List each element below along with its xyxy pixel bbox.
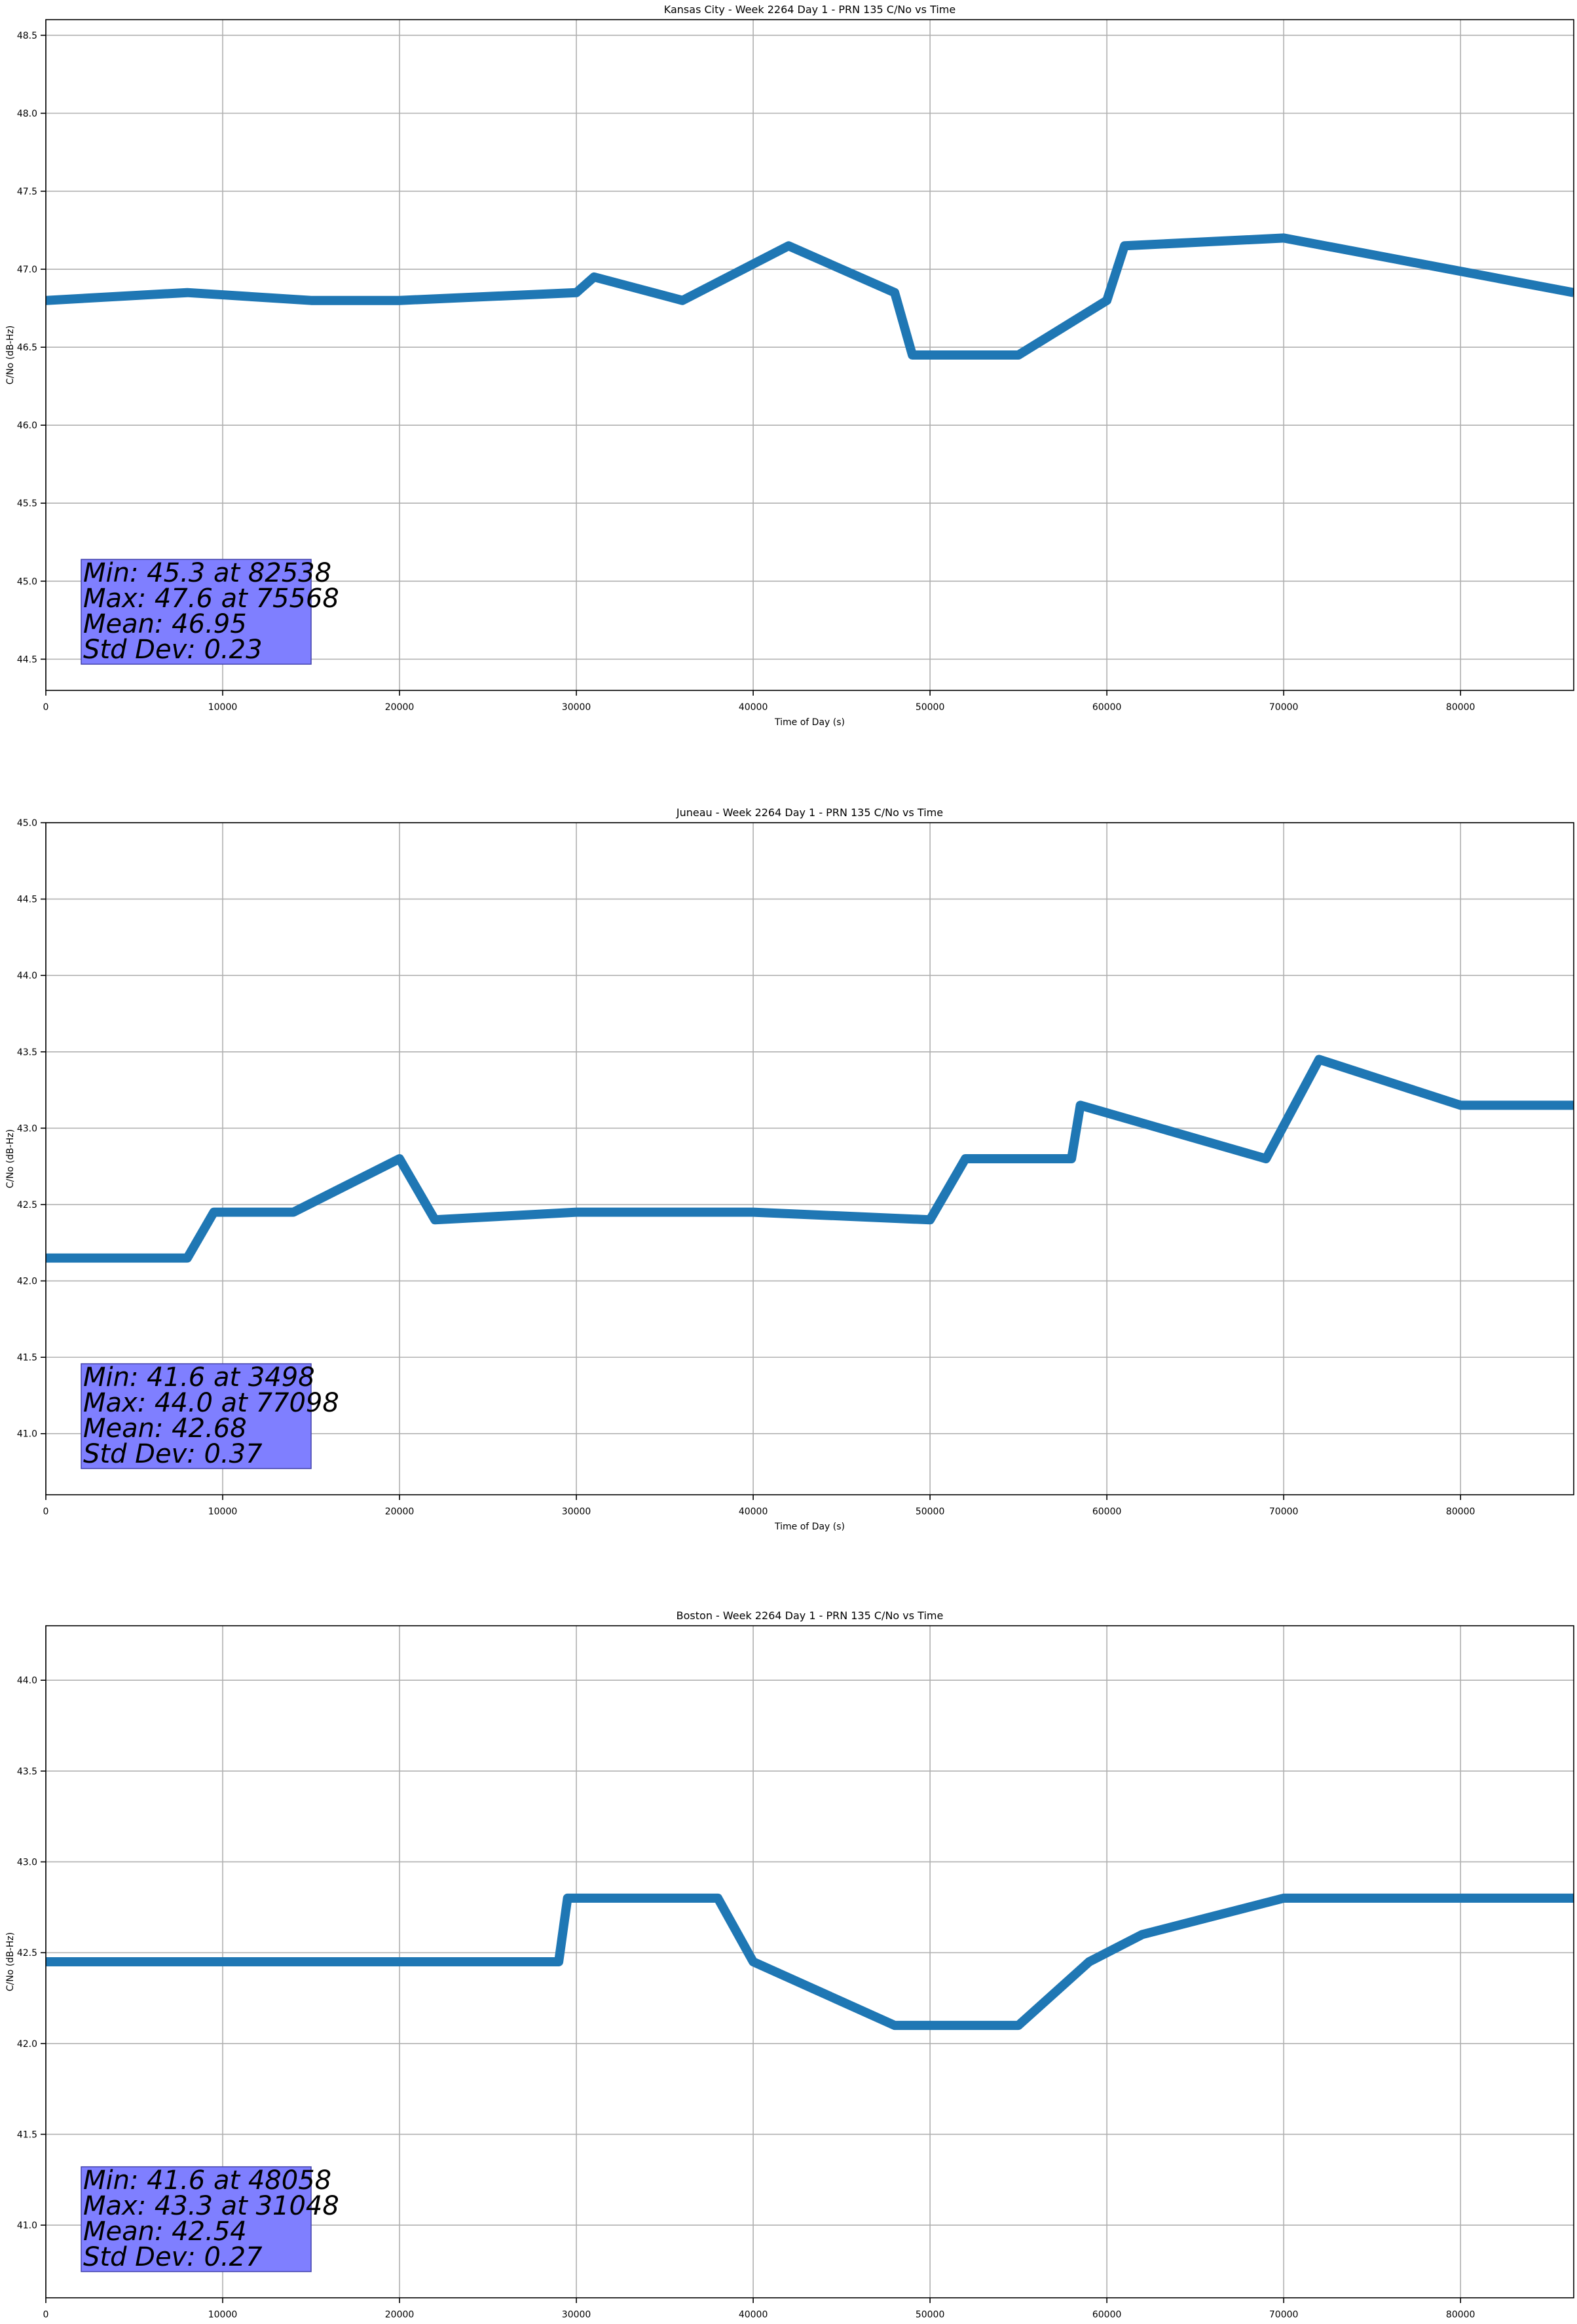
stats-max: Max: 43.3 at 31048 — [83, 2191, 339, 2221]
y-tick-label: 44.0 — [17, 1676, 37, 1686]
x-tick-label: 20000 — [385, 702, 415, 713]
stats-box — [81, 559, 312, 665]
stats-mean: Mean: 42.68 — [83, 1414, 247, 1444]
x-tick-label: 70000 — [1269, 702, 1299, 713]
y-tick-label: 41.0 — [17, 2221, 37, 2231]
x-tick-label: 60000 — [1092, 2310, 1122, 2320]
y-tick-label: 42.0 — [17, 2039, 37, 2050]
y-tick-label: 41.5 — [17, 2129, 37, 2140]
y-tick-label: 43.0 — [17, 1123, 37, 1134]
x-tick-label: 40000 — [739, 702, 768, 713]
y-tick-label: 41.5 — [17, 1353, 37, 1363]
y-axis-label: C/No (dB-Hz) — [5, 326, 16, 384]
x-axis-label: Time of Day (s) — [774, 717, 845, 728]
stats-min: Min: 41.6 at 3498 — [83, 1362, 315, 1393]
x-tick-label: 50000 — [916, 1507, 945, 1517]
y-tick-label: 41.0 — [17, 1429, 37, 1440]
stats-mean: Mean: 46.95 — [83, 609, 247, 639]
chart-title: Boston - Week 2264 Day 1 - PRN 135 C/No … — [677, 1609, 944, 1622]
y-tick-label: 47.0 — [17, 265, 37, 275]
y-tick-label: 46.5 — [17, 343, 37, 353]
chart-panel-2: 0 10000 20000 30000 40000 50000 60000 70000 8000… — [5, 1609, 1574, 2320]
stats-box — [81, 1363, 312, 1469]
stats-std: Std Dev: 0.37 — [83, 1439, 263, 1469]
stats-mean: Mean: 42.54 — [83, 2217, 247, 2247]
chart-title: Kansas City - Week 2264 Day 1 - PRN 135 … — [664, 3, 955, 16]
x-tick-label: 70000 — [1269, 2310, 1299, 2320]
y-tick-label: 44.0 — [17, 971, 37, 981]
x-tick-label: 10000 — [208, 1507, 238, 1517]
y-tick-label: 43.5 — [17, 1047, 37, 1058]
x-tick-label: 30000 — [562, 702, 591, 713]
stats-std: Std Dev: 0.23 — [83, 635, 263, 665]
y-tick-label: 45.5 — [17, 498, 37, 509]
x-tick-label: 80000 — [1446, 2310, 1475, 2320]
x-tick-label: 80000 — [1446, 1507, 1475, 1517]
y-tick-label: 48.5 — [17, 31, 37, 41]
stats-min: Min: 45.3 at 82538 — [83, 558, 331, 588]
chart-title: Juneau - Week 2264 Day 1 - PRN 135 C/No … — [676, 806, 943, 819]
series-line — [46, 1893, 1574, 2031]
stats-box — [81, 2166, 312, 2272]
y-tick-label: 42.5 — [17, 1200, 37, 1210]
y-tick-label: 47.5 — [17, 187, 37, 197]
x-tick-label: 20000 — [385, 1507, 415, 1517]
y-tick-label: 44.5 — [17, 654, 37, 665]
stats-max: Max: 47.6 at 75568 — [83, 584, 339, 614]
y-tick-label: 43.0 — [17, 1857, 37, 1867]
x-tick-label: 60000 — [1092, 1507, 1122, 1517]
y-tick-label: 44.5 — [17, 895, 37, 905]
x-tick-label: 30000 — [562, 2310, 591, 2320]
y-axis-label: C/No (dB-Hz) — [5, 1932, 16, 1991]
x-tick-label: 30000 — [562, 1507, 591, 1517]
plot-frame — [45, 1625, 1574, 2298]
series-line — [46, 1055, 1574, 1263]
plot-frame — [45, 822, 1574, 1495]
stats-std: Std Dev: 0.27 — [83, 2242, 263, 2272]
y-axis-label: C/No (dB-Hz) — [5, 1129, 16, 1188]
y-tick-label: 45.0 — [17, 818, 37, 829]
y-tick-label: 48.0 — [17, 109, 37, 119]
x-tick-label: 0 — [43, 1507, 49, 1517]
stats-min: Min: 41.6 at 48058 — [83, 2165, 331, 2196]
x-tick-label: 40000 — [739, 2310, 768, 2320]
x-tick-label: 40000 — [739, 1507, 768, 1517]
x-tick-label: 70000 — [1269, 1507, 1299, 1517]
x-tick-label: 10000 — [208, 702, 238, 713]
y-tick-label: 46.0 — [17, 421, 37, 431]
chart-panel-0: 0 10000 20000 30000 40000 50000 60000 70000 8000… — [5, 3, 1574, 728]
x-tick-label: 80000 — [1446, 702, 1475, 713]
x-tick-label: 50000 — [916, 2310, 945, 2320]
x-tick-label: 50000 — [916, 702, 945, 713]
chart-panel-1: 0 10000 20000 30000 40000 50000 60000 70000 8000… — [5, 806, 1574, 1532]
stats-max: Max: 44.0 at 77098 — [83, 1388, 339, 1418]
y-tick-label: 42.0 — [17, 1277, 37, 1287]
y-tick-label: 43.5 — [17, 1767, 37, 1777]
x-tick-label: 60000 — [1092, 702, 1122, 713]
plot-frame — [45, 19, 1574, 691]
x-tick-label: 0 — [43, 2310, 49, 2320]
x-tick-label: 20000 — [385, 2310, 415, 2320]
x-tick-label: 10000 — [208, 2310, 238, 2320]
series-line — [46, 233, 1574, 360]
x-tick-label: 0 — [43, 702, 49, 713]
y-tick-label: 42.5 — [17, 1948, 37, 1959]
y-tick-label: 45.0 — [17, 576, 37, 587]
x-axis-label: Time of Day (s) — [774, 1522, 845, 1532]
